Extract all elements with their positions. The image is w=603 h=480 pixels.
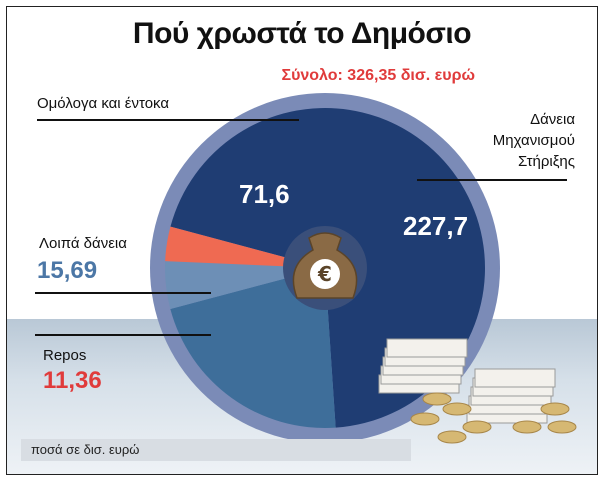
- leader-line-esm: [417, 179, 567, 181]
- footer-unit-note: ποσά σε δισ. ευρώ: [21, 439, 411, 461]
- coin-icon: [540, 402, 570, 416]
- donut-chart: €71,6 227,7: [150, 93, 577, 444]
- label-bonds: Ομόλογα και έντοκα: [37, 95, 170, 112]
- coin-icon: [437, 430, 467, 444]
- value-bonds: 71,6: [239, 179, 290, 209]
- coin-icon: [442, 402, 472, 416]
- coin-icon: [547, 420, 577, 434]
- infographic-frame: Πού χρωστά το Δημόσιο Σύνολο: 326,35 δισ…: [6, 6, 598, 475]
- money-bag-icon: €: [292, 232, 358, 299]
- svg-text:€: €: [317, 262, 332, 286]
- label-esm-line-1: Δάνεια: [530, 111, 575, 128]
- banknote-stack-icon: [378, 338, 468, 394]
- coin-icon: [512, 420, 542, 434]
- coin-icon: [410, 412, 440, 426]
- chart-title: Πού χρωστά το Δημόσιο: [132, 17, 472, 50]
- coin-icon: [422, 392, 452, 406]
- value-other-loans: 15,69: [37, 257, 98, 284]
- leader-line-other-loans: [35, 292, 211, 294]
- label-other-loans: Λοιπά δάνεια: [39, 235, 127, 252]
- label-esm-line-3: Στήριξης: [518, 153, 575, 170]
- slice-bonds: [170, 268, 336, 429]
- coin-icon: [462, 420, 492, 434]
- leader-line-repos: [35, 334, 211, 336]
- leader-line-bonds: [37, 119, 299, 121]
- value-esm: 227,7: [403, 211, 468, 241]
- banknote-stack-icon: [466, 368, 556, 424]
- value-repos: 11,36: [43, 367, 102, 394]
- chart-total: Σύνολο: 326,35 δισ. ευρώ: [281, 67, 475, 84]
- label-repos: Repos: [43, 347, 87, 364]
- label-esm-line-2: Μηχανισμού: [492, 132, 575, 149]
